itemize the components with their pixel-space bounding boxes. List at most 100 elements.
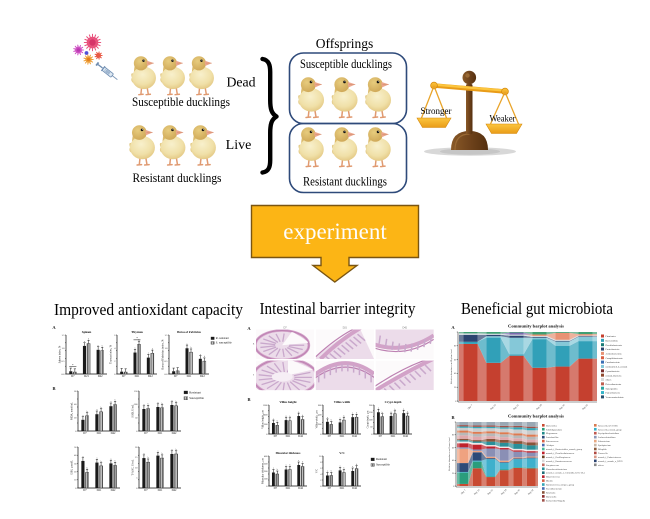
svg-text:1.0: 1.0 [62,348,66,350]
svg-text:20: 20 [135,447,138,449]
svg-text:D7: D7 [122,375,126,378]
svg-text:a: a [378,408,379,410]
svg-text:0: 0 [455,401,457,403]
svg-text:D7: D7 [83,489,87,492]
svg-text:Spleen: Spleen [82,330,92,334]
svg-text:Tuzzerella: Tuzzerella [598,453,608,455]
svg-text:norank_f_norank_o_RF39: norank_f_norank_o_RF39 [598,460,623,463]
svg-text:Day 42: Day 42 [527,488,535,496]
svg-text:b: b [101,407,102,409]
svg-text:Bursa of Fabricius: Bursa of Fabricius [177,330,202,334]
svg-text:Susceptible ducklings: Susceptible ducklings [132,94,230,109]
svg-text:Bacteroides: Bacteroides [546,425,557,427]
svg-text:Day 42: Day 42 [582,403,590,411]
svg-text:Thymus: Thymus [131,330,144,334]
svg-text:a: a [96,409,97,411]
svg-text:a: a [273,418,274,420]
svg-text:D21: D21 [340,487,345,490]
svg-text:0: 0 [320,434,322,436]
svg-text:Bilophila: Bilophila [598,449,607,451]
svg-text:D21: D21 [97,432,102,435]
svg-text:b: b [191,347,192,349]
svg-text:0: 0 [266,486,268,488]
svg-text:a: a [171,449,172,451]
svg-text:unclassified_k_norank: unclassified_k_norank [606,366,628,369]
svg-text:a: a [273,468,274,470]
svg-text:*: * [72,363,74,367]
svg-text:A: A [247,326,251,331]
svg-text:Day 35: Day 35 [514,488,522,496]
svg-text:b: b [162,403,163,405]
svg-text:Roseburia: Roseburia [546,492,555,494]
svg-text:Improved antioxidant capacity: Improved antioxidant capacity [54,300,243,319]
svg-text:Phascolarctobacterium: Phascolarctobacterium [546,469,567,471]
svg-text:Enterococcus: Enterococcus [546,441,558,443]
svg-text:D42: D42 [298,435,303,438]
svg-text:Streptococcus: Streptococcus [546,465,559,467]
svg-text:Campilobacterota: Campilobacterota [606,357,624,360]
svg-text:Tyzzerella_norank_group: Tyzzerella_norank_group [598,428,622,431]
svg-text:D42: D42 [200,375,205,378]
svg-text:0: 0 [320,486,322,488]
svg-text:b: b [88,339,89,341]
svg-text:D21: D21 [84,375,89,378]
svg-text:Day 7: Day 7 [460,488,467,495]
svg-text:b: b [302,415,303,417]
svg-text:600: 600 [318,405,322,407]
svg-text:6: 6 [114,335,116,337]
svg-text:60: 60 [452,447,455,449]
svg-text:Eubacterium: Eubacterium [598,441,610,443]
svg-text:20: 20 [74,418,77,420]
svg-text:Muscular thickness: Muscular thickness [276,451,302,455]
svg-text:8: 8 [320,462,322,464]
svg-text:D42: D42 [352,435,357,438]
svg-text:0: 0 [136,431,138,433]
svg-text:0: 0 [371,434,373,436]
svg-text:D21: D21 [158,489,163,492]
svg-text:Day 14: Day 14 [473,488,481,496]
svg-text:Day 21: Day 21 [513,403,521,411]
svg-text:b: b [394,409,395,411]
svg-text:1000: 1000 [263,415,268,417]
svg-text:150: 150 [134,391,138,393]
svg-text:D21: D21 [158,432,163,435]
svg-text:b: b [102,346,103,348]
svg-text:b: b [87,411,88,413]
svg-text:MDA, nmol/mL: MDA, nmol/mL [71,402,74,420]
svg-text:a: a [143,453,144,455]
svg-text:Proteobacteria: Proteobacteria [606,348,621,351]
svg-text:Ruminococcus_torques_group: Ruminococcus_torques_group [546,484,575,487]
svg-text:Villus width, μm: Villus width, μm [316,410,319,429]
svg-text:experiment: experiment [283,219,387,244]
svg-text:D7: D7 [144,432,148,435]
svg-text:50: 50 [74,447,77,449]
svg-text:Beneficial gut microbiota: Beneficial gut microbiota [461,299,613,318]
svg-text:1.5: 1.5 [62,335,66,337]
svg-text:a: a [82,415,83,417]
svg-text:a: a [110,458,111,460]
svg-text:Bursa of Fabricius index, %: Bursa of Fabricius index, % [162,339,165,370]
svg-text:200: 200 [264,471,268,473]
svg-text:4: 4 [320,474,322,476]
svg-text:0: 0 [136,488,138,490]
svg-text:D42: D42 [298,487,303,490]
svg-text:norank_Bacteria: norank_Bacteria [606,374,623,377]
svg-text:a: a [403,408,404,410]
svg-text:D42: D42 [402,326,407,329]
svg-text:b: b [407,411,408,413]
svg-text:Day 14: Day 14 [490,403,498,411]
svg-text:b: b [176,401,177,403]
svg-text:b: b [382,412,383,414]
svg-text:50: 50 [370,427,373,429]
svg-text:T-AOC, U/mL: T-AOC, U/mL [132,459,135,475]
svg-text:b: b [343,468,344,470]
svg-text:a: a [171,400,172,402]
svg-text:Lactobacillus: Lactobacillus [546,437,558,439]
svg-text:150: 150 [369,412,373,414]
svg-text:Desulfobacterota: Desulfobacterota [606,344,623,347]
svg-text:50: 50 [135,418,138,420]
svg-text:b: b [115,460,116,462]
svg-text:b: b [356,464,357,466]
svg-text:40: 40 [454,373,457,375]
svg-text:D21: D21 [97,489,102,492]
